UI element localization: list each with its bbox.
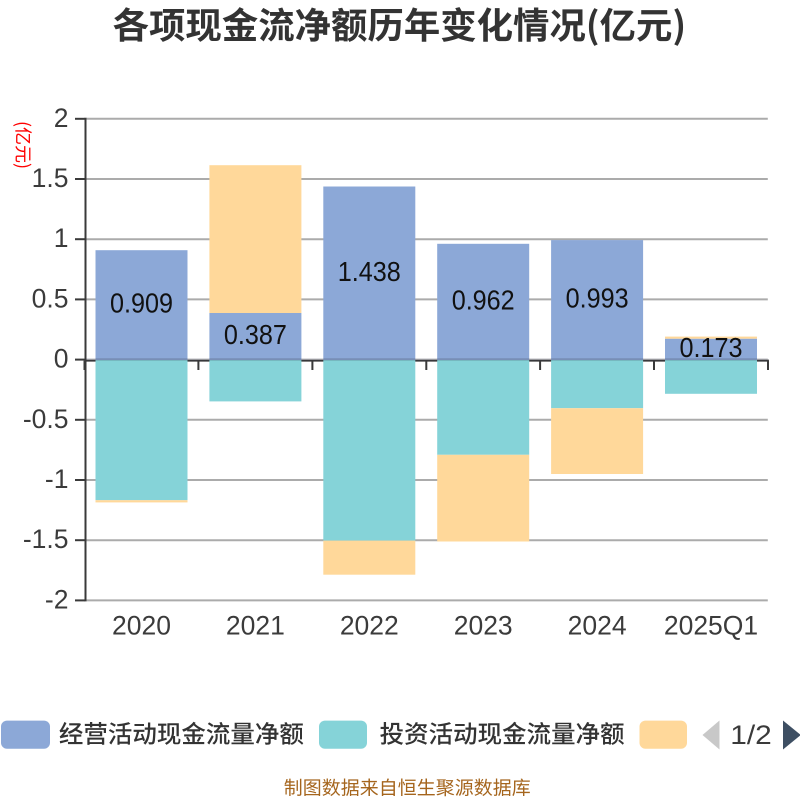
svg-text:1.438: 1.438 [338, 256, 401, 287]
svg-text:2021: 2021 [226, 611, 285, 641]
svg-text:2020: 2020 [112, 611, 171, 641]
svg-text:0.993: 0.993 [566, 283, 629, 314]
svg-text:2024: 2024 [568, 611, 627, 641]
svg-text:-0.5: -0.5 [23, 404, 69, 434]
svg-text:0.387: 0.387 [224, 319, 287, 350]
svg-text:0.962: 0.962 [452, 284, 515, 315]
svg-text:2023: 2023 [454, 611, 513, 641]
svg-text:2022: 2022 [340, 611, 399, 641]
svg-text:1/2: 1/2 [730, 720, 772, 750]
svg-text:2: 2 [54, 103, 69, 133]
svg-text:0.909: 0.909 [110, 288, 173, 319]
svg-text:2025Q1: 2025Q1 [664, 611, 758, 641]
svg-text:0.173: 0.173 [680, 332, 743, 363]
svg-text:1.5: 1.5 [32, 163, 69, 193]
svg-text:-1: -1 [45, 464, 69, 494]
svg-text:0: 0 [54, 344, 69, 374]
svg-text:1: 1 [54, 223, 69, 253]
svg-text:-1.5: -1.5 [23, 524, 69, 554]
svg-text:-2: -2 [45, 584, 69, 614]
svg-text:0.5: 0.5 [32, 283, 69, 313]
